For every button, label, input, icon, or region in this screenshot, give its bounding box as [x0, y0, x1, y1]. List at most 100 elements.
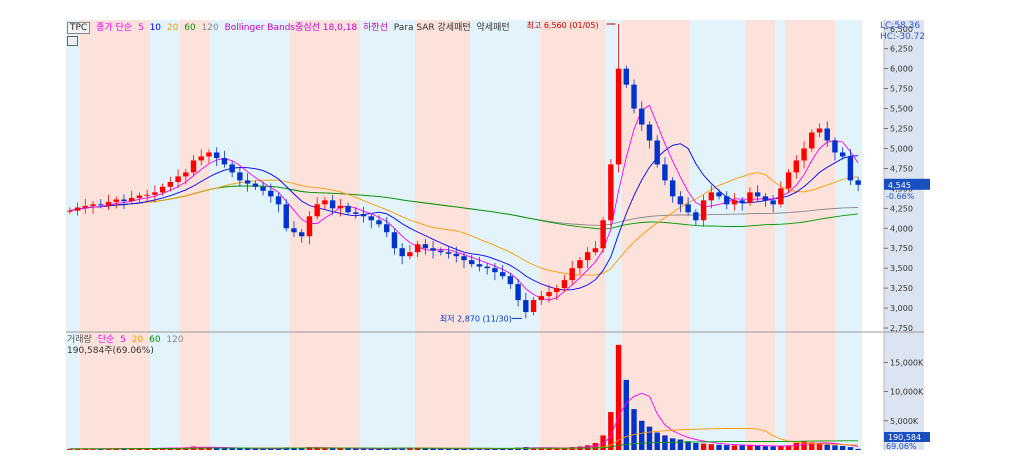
- volume-bar: [631, 409, 637, 450]
- candle-body: [244, 180, 251, 184]
- low-annotation: 최저 2,870 (11/30): [440, 313, 512, 323]
- candle-body: [275, 196, 282, 205]
- price-tick-label: 5,250: [890, 125, 913, 134]
- candle-body: [414, 244, 421, 253]
- candle-body: [252, 183, 259, 187]
- candle-body: [438, 250, 444, 253]
- candle-body: [144, 194, 150, 196]
- candle-body: [98, 204, 104, 206]
- volume-bar: [855, 448, 861, 450]
- volume-bar: [260, 448, 266, 450]
- candle-body: [685, 204, 691, 213]
- volume-bar: [554, 448, 560, 450]
- candle-body: [167, 181, 174, 187]
- volume-bar: [237, 448, 243, 450]
- background-band: [470, 20, 540, 450]
- candle-body: [376, 220, 382, 225]
- candle-body: [639, 108, 645, 125]
- candle-body: [577, 260, 583, 269]
- volume-bar: [600, 435, 606, 450]
- volume-bar: [832, 445, 838, 450]
- candle-body: [615, 68, 622, 165]
- current-volume-tag: [884, 432, 930, 442]
- lc-label: LC:58.36: [880, 21, 921, 31]
- candle-body: [546, 292, 552, 297]
- volume-bar: [353, 448, 359, 450]
- volume-bar: [345, 448, 351, 450]
- candle-body: [67, 210, 73, 212]
- volume-bar: [322, 447, 328, 450]
- ticker-label[interactable]: TPC: [67, 22, 91, 34]
- candle-body: [453, 253, 459, 257]
- volume-bar: [615, 344, 622, 450]
- background-band: [775, 20, 785, 450]
- background-band: [80, 20, 150, 450]
- candle-body: [847, 156, 854, 181]
- volume-bar: [639, 420, 645, 450]
- price-tick-label: 3,000: [890, 304, 913, 313]
- volume-bar: [708, 444, 715, 450]
- volume-bar: [337, 448, 344, 450]
- volume-bar: [623, 379, 629, 450]
- hc-label: HC:-30.72: [880, 32, 926, 42]
- candle-body: [283, 204, 289, 229]
- volume-ma-5: 5: [120, 335, 126, 345]
- candle-body: [337, 205, 344, 209]
- candle-body: [561, 280, 568, 289]
- volume-bar: [700, 443, 707, 450]
- volume-tick-label: 15,000K: [890, 358, 924, 367]
- candle-body: [778, 188, 784, 205]
- volume-bar: [144, 448, 150, 450]
- candle-body: [314, 204, 320, 217]
- volume-bar: [221, 447, 228, 450]
- candle-body: [646, 124, 653, 141]
- volume-bar: [770, 446, 776, 450]
- volume-bar: [561, 447, 568, 450]
- volume-bar: [693, 442, 699, 450]
- volume-bar: [762, 446, 769, 450]
- candle-body: [855, 180, 861, 185]
- volume-bar: [82, 448, 89, 450]
- volume-bar: [206, 447, 212, 450]
- bollinger-label: Bollinger Bands중심선 18,0,18: [224, 23, 358, 33]
- volume-bar: [399, 447, 405, 450]
- price-tick-label: 4,250: [890, 204, 913, 213]
- ma-title: 종가 단순: [96, 23, 133, 33]
- candle-body: [384, 224, 390, 233]
- candle-body: [662, 164, 668, 181]
- volume-ma-60-line: [69, 440, 859, 450]
- volume-bar: [407, 448, 413, 450]
- candle-body: [82, 205, 89, 208]
- bollinger-lower-label: 하한선: [363, 23, 388, 33]
- background-band: [210, 20, 290, 450]
- current-price-value: 4,545: [888, 181, 911, 190]
- candle-body: [198, 156, 204, 161]
- candle-body: [206, 152, 212, 157]
- candle-body: [770, 200, 776, 205]
- background-band: [622, 20, 690, 450]
- candle-body: [368, 216, 374, 221]
- candle-body: [724, 196, 730, 205]
- volume-bar: [646, 426, 653, 450]
- candle-body: [716, 192, 722, 197]
- volume-bar: [592, 442, 599, 450]
- price-tick-label: 5,500: [890, 105, 913, 114]
- volume-legend: 거래량 단순 5 20 60 120: [67, 335, 187, 346]
- price-axis-background: [884, 20, 924, 450]
- volume-bar: [376, 448, 382, 450]
- volume-bar: [484, 448, 490, 450]
- volume-bar: [469, 448, 475, 450]
- volume-bar: [801, 441, 807, 450]
- candle-body: [592, 248, 599, 253]
- settings-icon[interactable]: [67, 36, 81, 50]
- volume-bar: [152, 448, 158, 450]
- current-price-tag: [884, 178, 930, 190]
- background-band: [360, 20, 415, 450]
- candle-body: [175, 176, 181, 182]
- candle-body: [739, 200, 745, 203]
- candle-body: [631, 84, 637, 109]
- price-tick-label: 5,750: [890, 85, 913, 94]
- candle-body: [484, 266, 490, 269]
- candle-body: [538, 296, 544, 301]
